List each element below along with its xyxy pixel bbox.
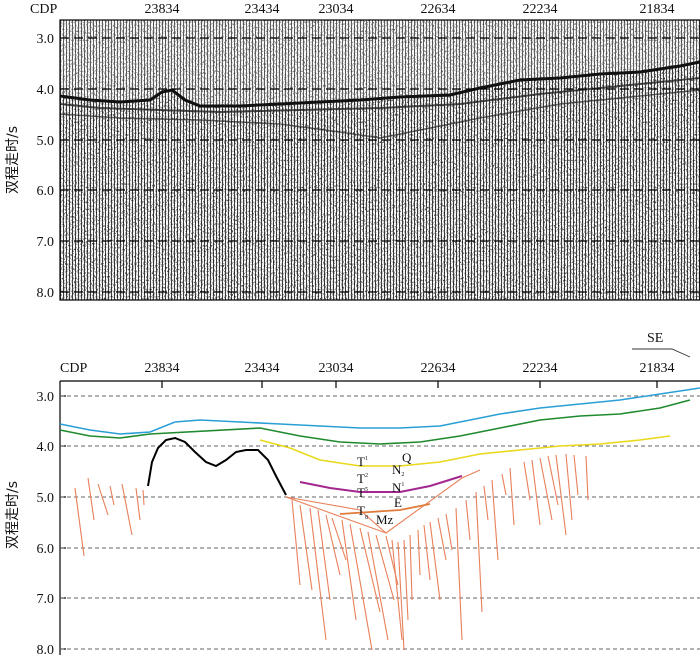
top-time-tick-label: 8.0 bbox=[37, 286, 55, 301]
bottom-time-tick-label: 5.0 bbox=[37, 491, 55, 506]
fault-line bbox=[555, 454, 567, 536]
fault-line bbox=[97, 483, 109, 516]
e-horizon bbox=[299, 475, 463, 493]
fault-line bbox=[547, 455, 559, 506]
bottom-cdp-tick-label: 21834 bbox=[640, 361, 675, 376]
seismic-image bbox=[60, 20, 700, 300]
fault-line bbox=[437, 517, 447, 561]
fault-line bbox=[359, 527, 381, 613]
top-cdp-tick-label: 23834 bbox=[145, 2, 180, 17]
fault-line bbox=[403, 539, 409, 621]
fault-line bbox=[475, 491, 483, 613]
direction-label: SE bbox=[647, 331, 663, 346]
fault-line bbox=[109, 485, 115, 506]
fault-line bbox=[423, 524, 431, 581]
interpretation-panel: SE CDP 23834 23434 23034 22634 22234 21834 双程… bbox=[5, 331, 700, 658]
top-time-ticks: 3.0 4.0 5.0 6.0 7.0 8.0 bbox=[37, 32, 66, 301]
fault-line bbox=[121, 483, 133, 536]
fault-line bbox=[409, 534, 413, 601]
fault-line bbox=[455, 507, 463, 641]
bottom-cdp-tick-label: 23034 bbox=[319, 361, 354, 376]
basement-outline bbox=[147, 436, 287, 496]
mz-label: Mz bbox=[376, 512, 394, 527]
t2-horizon bbox=[59, 399, 691, 445]
fault-line bbox=[87, 477, 95, 521]
top-cdp-tick-label: 23434 bbox=[245, 2, 280, 17]
bottom-time-tick-label: 7.0 bbox=[37, 592, 55, 607]
fault-line bbox=[341, 519, 357, 621]
fault-line bbox=[375, 534, 395, 601]
bottom-cdp-tick-label: 23434 bbox=[245, 361, 280, 376]
top-y-axis-label: 双程走时/s bbox=[5, 126, 21, 194]
time-gridlines bbox=[60, 395, 700, 650]
fault-lines bbox=[74, 453, 589, 651]
q-label: Q bbox=[402, 450, 412, 465]
mz-wedge-base bbox=[285, 496, 387, 534]
bottom-time-tick-label: 4.0 bbox=[37, 440, 55, 455]
bottom-cdp-tick-label: 22634 bbox=[421, 361, 456, 376]
fault-line bbox=[349, 523, 373, 651]
fault-line bbox=[331, 517, 347, 561]
top-time-tick-label: 4.0 bbox=[37, 83, 55, 98]
fault-line bbox=[135, 487, 141, 521]
fault-line bbox=[325, 514, 341, 576]
n1-label: N1 bbox=[392, 480, 404, 495]
fault-line bbox=[429, 521, 441, 601]
n2-label: N2 bbox=[392, 462, 404, 478]
t5-horizon bbox=[259, 435, 671, 467]
mz-horizon bbox=[339, 503, 431, 515]
direction-arrow-icon bbox=[632, 348, 691, 358]
fault-line bbox=[491, 479, 499, 561]
bottom-cdp-ticks: 23834 23434 23034 22634 22234 21834 bbox=[145, 361, 675, 388]
top-cdp-tick-label: 22634 bbox=[421, 2, 456, 17]
fault-line bbox=[74, 487, 85, 557]
fault-line bbox=[397, 541, 405, 651]
bottom-cdp-label: CDP bbox=[60, 361, 87, 376]
bottom-time-tick-label: 8.0 bbox=[37, 643, 55, 658]
fault-line bbox=[531, 459, 541, 526]
fault-line bbox=[539, 457, 553, 521]
t2-label: T2 bbox=[357, 471, 368, 486]
t5-label: T5 bbox=[357, 485, 368, 500]
fault-line bbox=[417, 529, 421, 576]
t8-label: T8 bbox=[357, 503, 368, 521]
top-cdp-tick-label: 23034 bbox=[319, 2, 354, 17]
fault-line bbox=[483, 485, 489, 521]
fault-line bbox=[523, 461, 531, 501]
unit-labels: Q N2 N1 E Mz bbox=[376, 450, 412, 527]
fault-line bbox=[565, 453, 573, 521]
fault-line bbox=[291, 499, 301, 586]
bottom-time-tick-label: 3.0 bbox=[37, 390, 55, 405]
top-cdp-label: CDP bbox=[30, 2, 57, 17]
top-time-tick-label: 5.0 bbox=[37, 134, 55, 149]
fault-line bbox=[309, 507, 327, 641]
fault-line bbox=[465, 499, 471, 541]
fault-line bbox=[445, 513, 453, 551]
horizon-labels: T1 T2 T5 T8 bbox=[357, 454, 368, 521]
t1-label: T1 bbox=[357, 454, 368, 469]
fault-line bbox=[299, 504, 313, 591]
top-cdp-tick-label: 22234 bbox=[523, 2, 558, 17]
fault-line bbox=[391, 539, 403, 641]
top-cdp-tick-label: 21834 bbox=[640, 2, 675, 17]
top-time-tick-label: 6.0 bbox=[37, 184, 55, 199]
e-label: E bbox=[394, 495, 402, 510]
fault-line bbox=[501, 473, 507, 496]
seismic-panel: CDP 23834 23434 23034 22634 22234 21834 双程走时/… bbox=[5, 2, 700, 301]
bottom-time-tick-label: 6.0 bbox=[37, 542, 55, 557]
bottom-time-ticks: 3.0 4.0 5.0 6.0 7.0 8.0 bbox=[37, 390, 66, 658]
bottom-cdp-tick-label: 23834 bbox=[145, 361, 180, 376]
bottom-y-axis-label: 双程走时/s bbox=[5, 481, 21, 549]
top-time-tick-label: 7.0 bbox=[37, 235, 55, 250]
t1-horizon bbox=[59, 387, 700, 435]
fault-line bbox=[142, 489, 145, 506]
top-time-tick-label: 3.0 bbox=[37, 32, 55, 47]
fault-line bbox=[585, 455, 589, 501]
bottom-cdp-tick-label: 22234 bbox=[523, 361, 558, 376]
fault-line bbox=[573, 454, 579, 496]
fault-line bbox=[317, 509, 331, 601]
fault-line bbox=[367, 531, 389, 641]
fault-line bbox=[509, 467, 515, 526]
